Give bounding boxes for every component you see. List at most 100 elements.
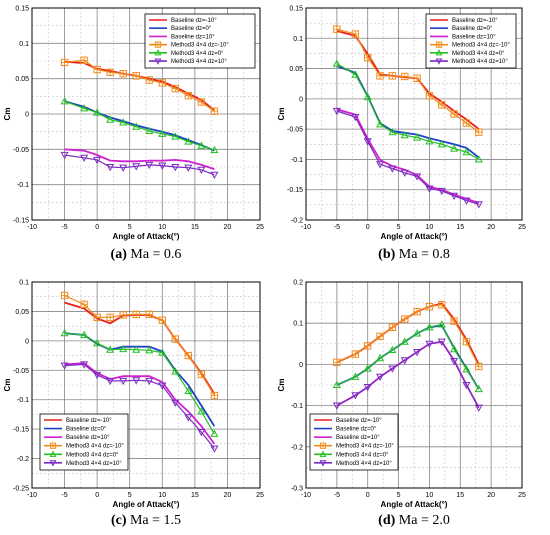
x-tick-label: 15 [456, 492, 464, 499]
y-tick-label: -0.25 [13, 486, 29, 493]
y-tick-label: -0.05 [13, 147, 29, 154]
series-line [64, 362, 216, 445]
y-tick-label: -0.15 [287, 187, 303, 194]
y-tick-label: 0 [25, 112, 29, 119]
y-tick-label: -0.2 [291, 444, 303, 451]
marker-inverted-triangle [119, 377, 128, 386]
marker-inverted-triangle [351, 392, 360, 400]
y-tick-label: 0.1 [19, 280, 29, 287]
marker-inverted-triangle [197, 429, 206, 437]
marker-triangle [376, 120, 385, 128]
series-line [64, 332, 215, 435]
legend-label: Baseline dz=0° [66, 427, 107, 433]
marker-inverted-triangle [106, 163, 115, 172]
legend-label: Baseline dz=-10° [66, 418, 112, 424]
y-tick-label: 0 [25, 338, 29, 345]
marker-inverted-triangle [425, 185, 434, 193]
legend-label: Method3 4×4 dz=0° [171, 51, 224, 57]
marker-triangle [413, 329, 422, 337]
y-tick-label: -0.15 [13, 427, 29, 434]
x-tick-label: 10 [158, 224, 166, 231]
x-tick-label: 25 [256, 492, 264, 499]
legend: Baseline dz=-10° Baseline dz=0° Baseline d… [425, 13, 517, 69]
panel-caption: (c) Ma = 1.5 [111, 513, 181, 528]
y-axis-label: Cm [3, 108, 12, 121]
marker-triangle [388, 345, 397, 354]
marker-triangle [93, 338, 102, 347]
marker-inverted-triangle [376, 373, 385, 381]
x-tick-label: -10 [27, 492, 37, 499]
x-tick-label: 15 [456, 224, 464, 231]
y-tick-label: -0.1 [291, 403, 303, 410]
marker-triangle [400, 130, 409, 139]
marker-triangle [80, 104, 89, 112]
marker-inverted-triangle [400, 357, 409, 365]
chart-panel-4: -10 -5 0 5 10 15 20 25 -0.3 -0.2 -0.1 0 0.1 0.2 Angle … [277, 280, 526, 529]
marker-inverted-triangle [435, 58, 443, 65]
x-tick-label: 10 [426, 492, 434, 499]
marker-inverted-triangle [171, 399, 180, 407]
marker-triangle [376, 353, 385, 362]
marker-inverted-triangle [351, 113, 360, 122]
marker-triangle [80, 330, 89, 339]
legend-label: Method3 4×4 dz=0° [336, 452, 389, 458]
marker-inverted-triangle [93, 156, 102, 165]
marker-inverted-triangle [158, 382, 167, 390]
caption-letter: (c) [111, 513, 127, 528]
marker-inverted-triangle [197, 166, 206, 175]
caption-letter: (d) [378, 513, 395, 528]
y-tick-label: -0.2 [17, 456, 29, 463]
marker-inverted-triangle [119, 164, 128, 172]
plot-frame [31, 281, 261, 489]
marker-triangle [210, 145, 219, 154]
legend-label: Baseline dz=0° [171, 26, 212, 32]
marker-inverted-triangle [158, 162, 167, 170]
legend-label: Baseline dz=10° [452, 34, 496, 40]
caption-letter: (b) [378, 247, 395, 262]
marker-triangle [332, 59, 341, 67]
marker-triangle [60, 97, 69, 105]
legend-label: Method3 4×4 dz=10° [452, 59, 508, 65]
legend-label: Method3 4×4 dz=-10° [452, 43, 510, 49]
legend-label: Baseline dz=-10° [171, 18, 217, 24]
panel-caption: (d) Ma = 2.0 [378, 513, 450, 528]
y-tick-label: -0.1 [17, 182, 29, 189]
marker-triangle [132, 122, 141, 130]
legend-label: Method3 4×4 dz=0° [66, 452, 119, 458]
marker-triangle [363, 364, 372, 372]
marker-inverted-triangle [462, 381, 471, 390]
y-tick-label: -0.1 [291, 157, 303, 164]
x-tick-label: 20 [487, 224, 495, 231]
x-tick-label: 20 [224, 224, 232, 231]
marker-inverted-triangle [462, 197, 471, 205]
marker-triangle [474, 384, 483, 393]
y-tick-label: 0.1 [293, 36, 303, 43]
marker-inverted-triangle [363, 138, 372, 146]
marker-triangle [60, 328, 69, 337]
marker-triangle [462, 147, 471, 156]
marker-inverted-triangle [319, 460, 327, 467]
legend-label: Baseline dz=-10° [336, 418, 382, 424]
marker-inverted-triangle [132, 377, 141, 385]
marker-triangle [171, 132, 180, 140]
marker-inverted-triangle [450, 192, 459, 201]
marker-inverted-triangle [184, 164, 193, 172]
legend-label: Baseline dz=-10° [452, 18, 498, 24]
marker-triangle [319, 450, 327, 457]
x-tick-label: 10 [426, 224, 434, 231]
y-tick-label: 0.05 [15, 309, 29, 316]
caption-text: Ma = 0.8 [395, 247, 450, 262]
marker-inverted-triangle [425, 340, 434, 349]
series-line [64, 332, 216, 427]
marker-inverted-triangle [210, 445, 219, 453]
marker-triangle [145, 346, 154, 354]
series-line [336, 110, 479, 205]
y-tick-label: -0.3 [291, 486, 303, 493]
x-tick-label: 25 [518, 492, 526, 499]
y-tick-label: 0 [299, 362, 303, 369]
marker-triangle [119, 118, 128, 126]
caption-text: Ma = 2.0 [395, 513, 450, 528]
marker-triangle [49, 450, 57, 457]
marker-triangle [437, 140, 446, 148]
y-tick-label: 0.15 [289, 6, 303, 13]
